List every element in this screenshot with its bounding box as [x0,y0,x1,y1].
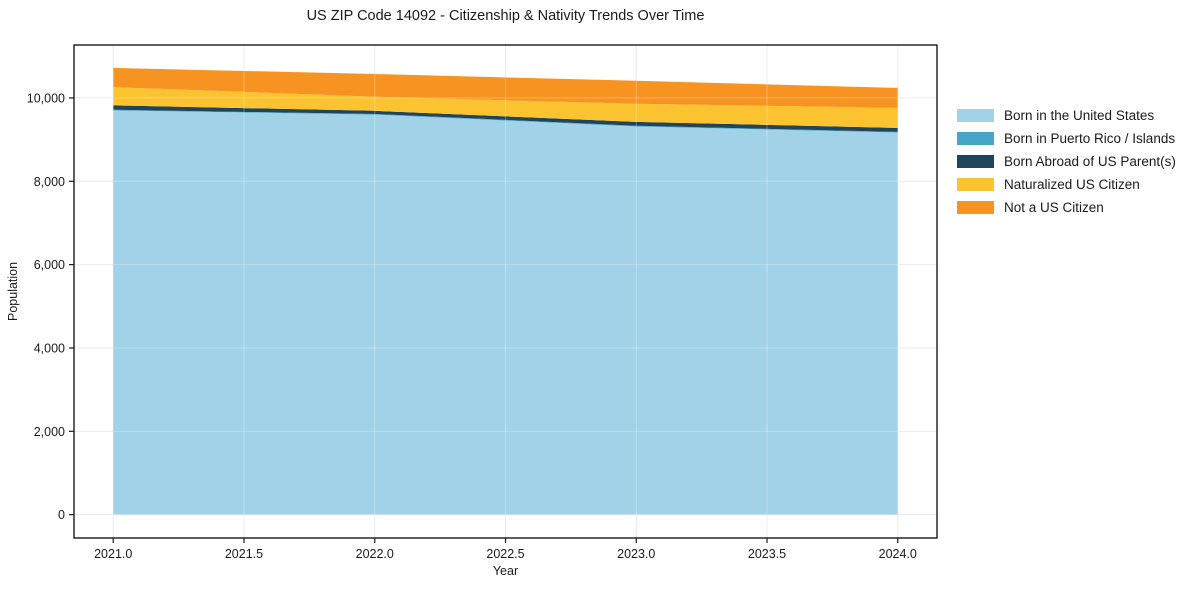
x-tick-label: 2021.0 [94,547,132,561]
legend-label: Born in Puerto Rico / Islands [1004,131,1176,146]
legend-swatch [957,155,994,168]
legend: Born in the United States Born in Puerto … [957,104,1176,219]
y-tick-label: 6,000 [34,258,65,272]
legend-item: Not a US Citizen [957,196,1176,219]
x-tick-label: 2022.0 [356,547,394,561]
y-tick-label: 2,000 [34,425,65,439]
y-tick-label: 8,000 [34,175,65,189]
y-axis-label: Population [6,261,20,322]
legend-swatch [957,178,994,191]
legend-label: Not a US Citizen [1004,200,1104,215]
legend-swatch [957,201,994,214]
area-series [113,110,898,515]
legend-swatch [957,132,994,145]
x-tick-label: 2022.5 [486,547,524,561]
legend-item: Naturalized US Citizen [957,173,1176,196]
chart-title: US ZIP Code 14092 - Citizenship & Nativi… [306,8,705,24]
legend-label: Born Abroad of US Parent(s) [1004,154,1176,169]
area-series [113,67,898,108]
area-series [113,87,898,128]
y-tick-label: 0 [58,508,65,522]
y-tick-label: 10,000 [27,91,65,105]
area-series [113,109,898,133]
x-axis-label: Year [492,564,519,578]
legend-item: Born Abroad of US Parent(s) [957,150,1176,173]
x-tick-label: 2021.5 [225,547,263,561]
legend-item: Born in Puerto Rico / Islands [957,127,1176,150]
legend-label: Naturalized US Citizen [1004,177,1140,192]
legend-item: Born in the United States [957,104,1176,127]
legend-swatch [957,109,994,122]
x-tick-label: 2023.5 [748,547,786,561]
x-tick-label: 2023.0 [617,547,655,561]
y-tick-label: 4,000 [34,341,65,355]
area-series [113,105,898,132]
legend-label: Born in the United States [1004,108,1155,123]
x-tick-label: 2024.0 [879,547,917,561]
